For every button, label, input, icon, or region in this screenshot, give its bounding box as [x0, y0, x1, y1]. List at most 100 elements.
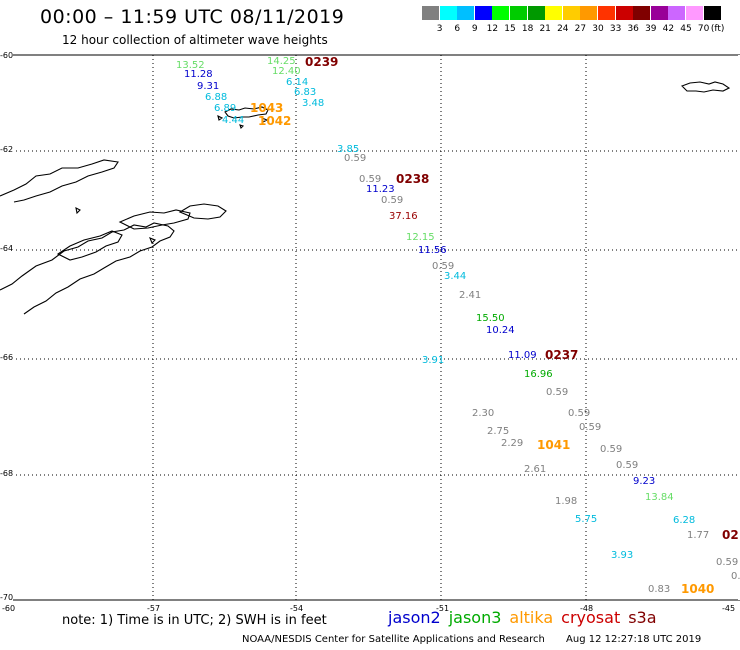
- wave-height-label: 3.93: [611, 550, 634, 561]
- colorbar-swatch: [580, 6, 598, 20]
- satellite-legend-jason3: jason3: [448, 608, 502, 627]
- wave-height-label: 0.59: [359, 174, 382, 185]
- wave-height-label: 0.59: [568, 408, 591, 419]
- satellite-legend-cryosat: cryosat: [561, 608, 621, 627]
- wave-height-label: 4.44: [222, 115, 245, 126]
- antarctic-peninsula-tip: [0, 222, 175, 315]
- wave-height-label: 0.83: [648, 584, 671, 595]
- wave-height-label: 3.85: [337, 144, 360, 155]
- pass-time-label: 1043: [250, 101, 284, 115]
- wave-height-label: 11.09: [508, 350, 537, 361]
- wave-height-label: 2.30: [472, 408, 495, 419]
- map-right-edge-fill: [738, 55, 740, 600]
- wave-height-label: 37.16: [389, 211, 418, 222]
- south-orkney-islands: [681, 81, 731, 93]
- colorbar-swatch: [650, 6, 668, 20]
- wave-height-label: 0.59: [432, 261, 455, 272]
- colorbar-swatch: [562, 6, 580, 20]
- lon-label-45: -45: [722, 604, 736, 613]
- chart-title: 00:00 – 11:59 UTC 08/11/2019: [40, 6, 345, 28]
- colorbar-swatch: [422, 6, 439, 20]
- pass-time-label: 0238: [396, 172, 430, 186]
- lon-label-57: -57: [147, 604, 161, 613]
- small-islet-a: [75, 207, 81, 215]
- wave-height-label: 1.98: [555, 496, 578, 507]
- footer-note: note: 1) Time is in UTC; 2) SWH is in fe…: [62, 613, 327, 628]
- graticule: [0, 55, 740, 600]
- james-ross-island: [56, 230, 123, 261]
- colorbar-swatch: [457, 6, 475, 20]
- wave-height-label: 3.48: [302, 98, 325, 109]
- wave-height-label: 0.59: [600, 444, 623, 455]
- colorbar-tick-label: 45: [680, 24, 692, 34]
- south-shetland-islands: [217, 106, 269, 130]
- wave-height-label: 10.24: [486, 325, 515, 336]
- dundee-island: [178, 203, 227, 220]
- colorbar-tick-label: 30: [592, 24, 604, 34]
- footer-credit: NOAA/NESDIS Center for Satellite Applica…: [242, 634, 701, 645]
- colorbar-tick-label: 6: [454, 24, 461, 34]
- wave-height-label: 0.59: [579, 422, 602, 433]
- wave-height-label: 0.59: [381, 195, 404, 206]
- colorbar-tick-label: 39: [645, 24, 657, 34]
- colorbar-swatch: [474, 6, 492, 20]
- colorbar-tick-label: 27: [574, 24, 587, 34]
- satellite-legend: jason2 jason3 altika cryosat s3a: [388, 608, 665, 627]
- wave-height-label: 3.91: [422, 355, 445, 366]
- colorbar-tick-label: 9: [471, 24, 478, 34]
- colorbar-tick-label: 12: [486, 24, 499, 34]
- pass-time-label: 1040: [681, 582, 715, 596]
- colorbar-swatch: [598, 6, 615, 20]
- lon-label-48: -48: [580, 604, 594, 613]
- pass-time-label: 02: [722, 528, 739, 542]
- wave-height-label: 2.75: [487, 426, 510, 437]
- wave-height-label: 3.44: [444, 271, 467, 282]
- colorbar-tick-label: 21: [539, 24, 551, 34]
- lon-label-60: -60: [2, 604, 16, 613]
- wave-height-label: 2.61: [524, 464, 547, 475]
- colorbar-tick-label: 18: [521, 24, 534, 34]
- colorbar-swatch: [545, 6, 563, 20]
- wave-height-label: 9.23: [633, 476, 656, 487]
- colorbar-tick-label: 70: [697, 24, 710, 34]
- colorbar-tick-label: 33: [609, 24, 622, 34]
- wave-height-label: 6.14: [286, 77, 309, 88]
- lat-label-66: -66: [0, 353, 14, 362]
- lat-label-70: -70: [0, 593, 14, 602]
- wave-height-label: 0.59: [616, 460, 639, 471]
- wave-height-label: 6.88: [205, 92, 228, 103]
- wave-height-label: 0.: [731, 571, 740, 582]
- small-islet-b: [149, 237, 156, 244]
- colorbar-tick-label: 24: [557, 24, 569, 34]
- pass-time-label: 0237: [545, 348, 579, 362]
- wave-height-label: 6.83: [294, 87, 317, 98]
- trinity-coast: [0, 159, 119, 203]
- wave-height-label: 0.59: [716, 557, 739, 568]
- wave-height-label: 11.23: [366, 184, 395, 195]
- wave-height-label: 5.75: [575, 514, 598, 525]
- colorbar-swatch: [492, 6, 510, 20]
- satellite-legend-altika: altika: [509, 608, 554, 627]
- lat-label-60: -60: [0, 51, 14, 60]
- generated-timestamp: Aug 12 12:27:18 UTC 2019: [566, 634, 702, 645]
- colorbar-swatch: [703, 6, 721, 20]
- satellite-legend-jason2: jason2: [388, 608, 441, 627]
- lat-label-62: -62: [0, 145, 14, 154]
- lat-label-64: -64: [0, 244, 14, 253]
- wave-height-label: 2.41: [459, 290, 482, 301]
- wave-height-label: 13.52: [176, 60, 205, 71]
- wave-height-label: 11.56: [418, 245, 447, 256]
- coastlines: [0, 81, 731, 315]
- wave-height-label: 9.31: [197, 81, 220, 92]
- colorbar-swatch: [615, 6, 633, 20]
- wave-height-label: 16.96: [524, 369, 553, 380]
- lat-label-68: -68: [0, 469, 14, 478]
- pass-time-label: 0239: [305, 55, 339, 69]
- wave-height-label: 0.59: [546, 387, 569, 398]
- pass-time-label: 1041: [537, 438, 571, 452]
- wave-height-label: 12.40: [272, 66, 301, 77]
- pass-time-label: 1042: [258, 114, 292, 128]
- colorbar-swatch: [668, 6, 686, 20]
- colorbar-tick-label: 15: [504, 24, 516, 34]
- lon-label-51: -51: [436, 604, 450, 613]
